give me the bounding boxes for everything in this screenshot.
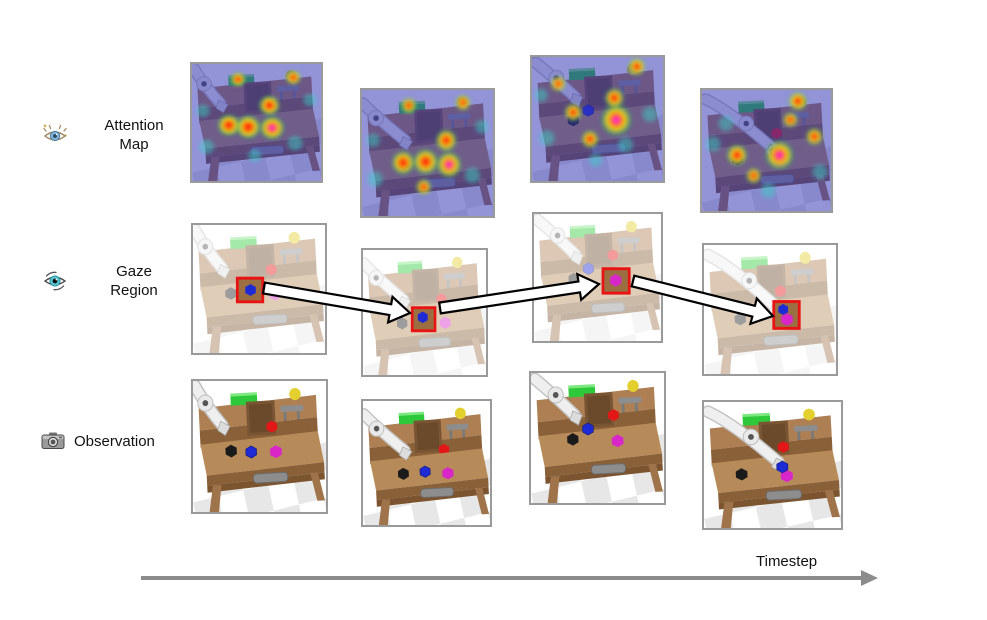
observation-panel-t2: [361, 399, 492, 527]
timestep-axis-line: [141, 576, 863, 580]
observation-panel-t1: [191, 379, 328, 514]
row-label-attention-map: Attention Map: [42, 116, 192, 154]
gaze-region-panel-t2: [361, 248, 488, 377]
eye-icon: [43, 271, 67, 291]
attention-map-panel-t3: [530, 55, 665, 183]
attention-map-panel-t4: [700, 88, 833, 213]
row-label-text: Observation: [74, 432, 155, 450]
observation-panel-t3: [529, 371, 666, 505]
row-label-observation: Observation: [40, 428, 220, 454]
gaze-region-panel-t3: [532, 212, 663, 343]
attention-map-panel-t2: [360, 88, 495, 218]
timestep-label: Timestep: [756, 553, 818, 570]
observation-panel-t4: [702, 400, 843, 530]
timestep-arrowhead-icon: [861, 570, 878, 586]
gaze-region-panel-t1: [191, 223, 327, 355]
gaze-region-panel-t4: [702, 243, 838, 376]
row-label-text: Attention Map: [104, 117, 164, 153]
row-label-text: Gaze Region: [110, 263, 158, 299]
row-label-gaze-region: Gaze Region: [42, 262, 192, 300]
attention-map-panel-t1: [190, 62, 323, 183]
sparkle-eye-icon: [43, 124, 67, 142]
camera-icon: [41, 432, 65, 449]
